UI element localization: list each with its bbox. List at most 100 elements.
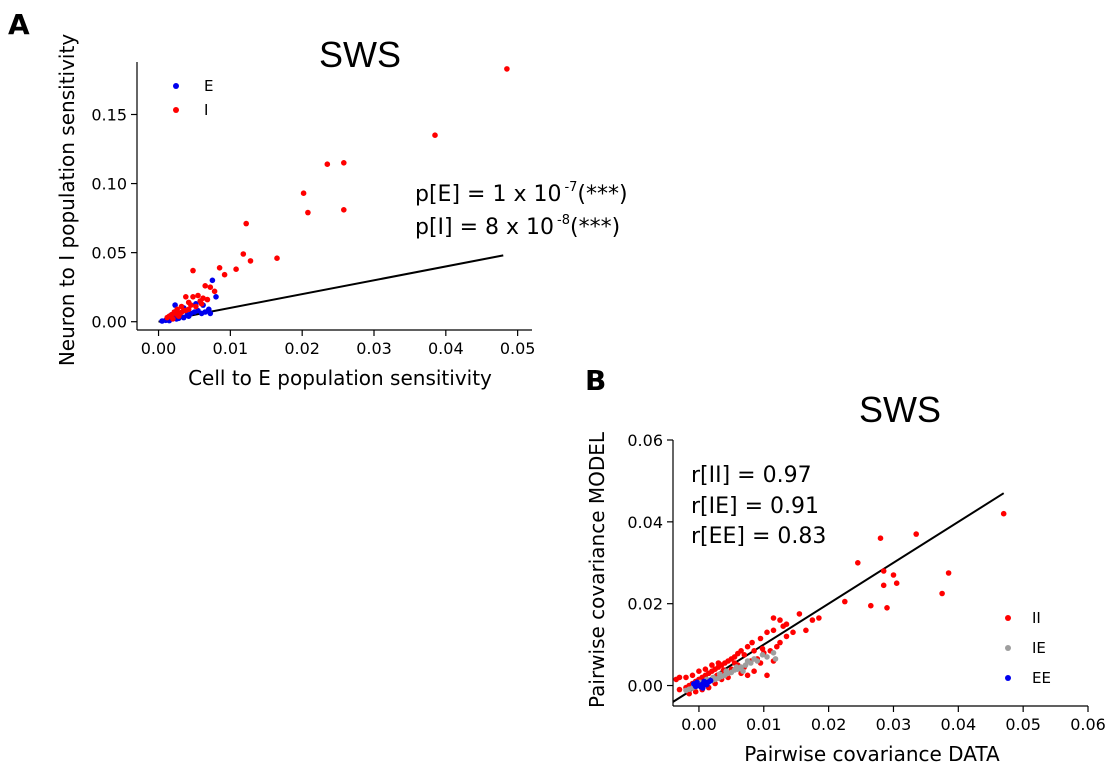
point-i xyxy=(274,255,280,261)
point-ii xyxy=(770,615,777,621)
x-tick-label: 0.00 xyxy=(681,715,717,734)
annotation-r-ie: r[IE] = 0.91 xyxy=(691,494,819,519)
point-i xyxy=(202,283,208,289)
y-tick-label: 0.05 xyxy=(91,244,127,263)
point-ii xyxy=(790,629,796,636)
annotation-p-e: p[E] = 1 x 10 -7(***) xyxy=(415,180,628,207)
annotation-r-ii: r[II] = 0.97 xyxy=(691,463,812,488)
point-ii xyxy=(868,602,874,609)
annotation-p-e-exponent: -7 xyxy=(564,180,577,195)
point-ii xyxy=(751,668,757,674)
point-i xyxy=(240,251,247,257)
y-tick-label: 0.02 xyxy=(627,595,663,614)
point-i xyxy=(211,288,218,295)
panel-a-x-ticks: 0.00 0.01 0.02 0.03 0.04 0.05 xyxy=(141,330,535,358)
panel-b: B SWS 0.00 0.01 0.02 0.03 0.04 0.05 0.06 0.000… xyxy=(585,364,1106,766)
panel-b-x-ticks: 0.00 0.01 0.02 0.03 0.04 0.05 0.06 xyxy=(681,706,1106,734)
annotation-r-ee: r[EE] = 0.83 xyxy=(691,524,826,549)
panel-a: A SWS 0.00 0.01 0.02 0.03 0.04 0.05 0.000.050… xyxy=(8,8,628,390)
x-tick-label: 0.00 xyxy=(141,339,177,358)
point-ie xyxy=(740,668,746,674)
y-tick-label: 0.10 xyxy=(91,175,127,194)
point-ii xyxy=(913,531,919,537)
panel-b-points xyxy=(673,510,1007,697)
point-i xyxy=(195,292,201,299)
point-i xyxy=(183,294,189,300)
point-i xyxy=(190,294,196,300)
point-ee xyxy=(694,679,700,686)
panel-a-x-axis-label: Cell to E population sensitivity xyxy=(188,366,492,390)
point-e xyxy=(207,310,214,317)
x-tick-label: 0.01 xyxy=(746,715,782,734)
panel-b-letter: B xyxy=(585,364,606,397)
point-ii xyxy=(774,643,780,650)
panel-a-letter: A xyxy=(8,8,30,41)
x-tick-label: 0.04 xyxy=(941,715,977,734)
point-ie xyxy=(723,668,729,674)
point-ii xyxy=(749,639,755,646)
point-ii xyxy=(880,582,887,589)
point-ii xyxy=(890,572,897,578)
point-i xyxy=(204,296,211,303)
point-ii xyxy=(689,672,696,679)
point-i xyxy=(193,303,199,310)
point-i xyxy=(243,220,249,227)
x-tick-label: 0.06 xyxy=(1070,715,1106,734)
point-ii xyxy=(842,598,848,605)
point-ii xyxy=(744,672,751,679)
point-ii xyxy=(777,639,783,646)
x-tick-label: 0.01 xyxy=(213,339,249,358)
annotation-p-i: p[I] = 8 x 10 -8(***) xyxy=(415,213,620,240)
legend-label-i: I xyxy=(204,101,208,119)
point-i xyxy=(183,307,189,314)
point-ii xyxy=(764,629,770,636)
x-tick-label: 0.02 xyxy=(811,715,847,734)
point-i xyxy=(170,316,176,322)
x-tick-label: 0.05 xyxy=(1005,715,1041,734)
point-e xyxy=(213,294,219,300)
point-i xyxy=(300,190,307,196)
panel-a-points xyxy=(159,66,510,324)
legend-label-e: E xyxy=(204,77,213,95)
point-i xyxy=(200,295,206,302)
point-ie xyxy=(772,656,779,662)
point-i xyxy=(188,302,194,308)
panel-b-y-axis-label: Pairwise covariance MODEL xyxy=(585,431,609,708)
x-tick-label: 0.02 xyxy=(284,339,320,358)
annotation-p-e-suffix: (***) xyxy=(577,182,627,207)
point-ee xyxy=(700,685,706,691)
panel-b-fit-line xyxy=(672,492,1005,703)
panel-a-annotations: p[E] = 1 x 10 -7(***) p[I] = 8 x 10 -8(***… xyxy=(415,180,628,240)
point-ii xyxy=(676,686,683,693)
panel-a-fit-line xyxy=(158,254,504,323)
y-tick-label: 0.06 xyxy=(627,431,663,450)
point-i xyxy=(221,271,228,278)
legend-marker-ii xyxy=(1005,615,1011,621)
y-tick-label: 0.00 xyxy=(627,677,663,696)
point-i xyxy=(247,258,254,264)
point-i xyxy=(305,209,311,216)
point-ie xyxy=(733,664,740,670)
panel-b-annotations: r[II] = 0.97 r[IE] = 0.91 r[EE] = 0.83 xyxy=(691,463,826,549)
point-i xyxy=(324,161,331,167)
panel-a-title: SWS xyxy=(319,34,401,75)
panel-a-y-ticks: 0.00 0.05 0.10 0.15 xyxy=(91,105,137,332)
point-ii xyxy=(783,621,790,627)
x-tick-label: 0.03 xyxy=(876,715,912,734)
point-ii xyxy=(741,652,748,658)
point-ii xyxy=(709,662,715,668)
annotation-p-i-exponent: -8 xyxy=(557,213,570,228)
legend-marker-ie xyxy=(1005,645,1011,651)
point-ii xyxy=(692,688,699,695)
annotation-p-i-prefix: p[I] = 8 x 10 xyxy=(415,215,554,240)
panel-b-x-axis-label: Pairwise covariance DATA xyxy=(744,742,1000,766)
y-tick-label: 0.15 xyxy=(91,105,127,124)
point-ie xyxy=(759,652,766,658)
point-i xyxy=(341,207,347,213)
point-ii xyxy=(884,605,890,611)
point-ie xyxy=(764,654,770,660)
point-i xyxy=(216,265,223,271)
point-ii xyxy=(783,633,790,640)
point-ii xyxy=(696,668,702,674)
